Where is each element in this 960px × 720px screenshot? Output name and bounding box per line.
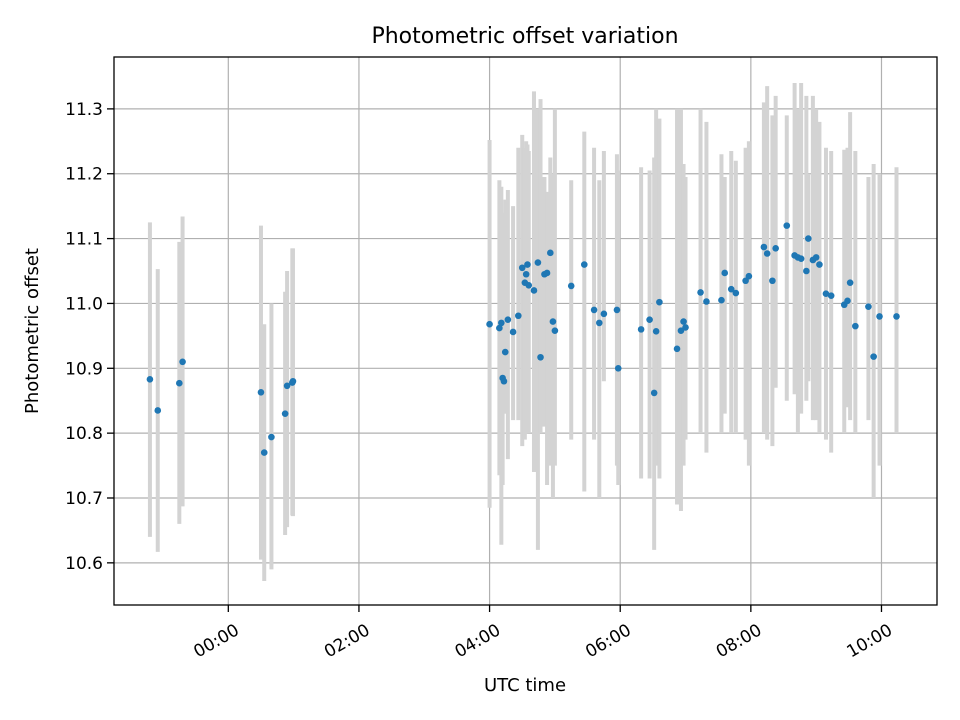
y-tick-label: 10.7 — [65, 489, 103, 509]
data-point — [614, 364, 622, 372]
data-point — [596, 319, 603, 327]
y-tick-label: 11.2 — [65, 165, 103, 185]
data-point — [656, 298, 663, 306]
data-point — [769, 277, 776, 285]
data-point — [525, 281, 533, 289]
data-point — [580, 261, 588, 268]
data-point — [697, 289, 704, 296]
data-point — [718, 296, 725, 304]
data-point — [501, 348, 509, 356]
data-point — [865, 303, 872, 310]
data-point — [543, 269, 551, 277]
data-point — [732, 289, 740, 297]
data-point — [650, 389, 658, 397]
data-point — [281, 410, 289, 417]
data-point — [549, 318, 557, 325]
point-layer — [146, 222, 900, 456]
data-point — [646, 316, 653, 323]
data-point — [257, 388, 265, 396]
data-point — [268, 433, 275, 441]
data-point — [154, 407, 162, 414]
x-tick-label: 10:00 — [844, 620, 896, 662]
data-point — [534, 259, 542, 266]
data-point — [816, 261, 823, 268]
data-point — [721, 269, 729, 277]
data-point — [504, 316, 512, 323]
data-point — [652, 328, 660, 335]
data-point — [870, 353, 877, 360]
y-tick-label: 11.3 — [65, 100, 103, 120]
y-tick-label: 11.0 — [65, 294, 103, 314]
data-point — [551, 327, 559, 334]
data-point — [772, 245, 779, 252]
data-point — [876, 313, 883, 320]
data-point — [283, 382, 291, 390]
data-point — [498, 319, 505, 327]
data-point — [783, 222, 791, 229]
x-tick-label: 04:00 — [452, 620, 504, 662]
chart-title: Photometric offset variation — [371, 24, 678, 49]
data-point — [827, 292, 835, 299]
data-point — [590, 306, 598, 314]
data-point — [852, 322, 859, 330]
data-point — [289, 377, 297, 385]
data-point — [812, 254, 820, 261]
errorbar-layer — [147, 82, 899, 582]
y-tick-label: 10.8 — [65, 424, 103, 444]
data-point — [703, 298, 710, 305]
data-point — [600, 310, 608, 318]
data-point — [797, 255, 805, 262]
data-point — [763, 250, 771, 257]
data-point — [673, 345, 681, 353]
data-point — [176, 379, 183, 387]
data-point — [803, 267, 810, 275]
plot-frame — [113, 56, 938, 606]
data-point — [500, 377, 508, 385]
x-tick-label: 08:00 — [713, 620, 765, 662]
data-point — [486, 320, 493, 328]
y-tick-label: 10.6 — [65, 554, 103, 574]
data-point — [677, 327, 685, 334]
data-point — [893, 313, 900, 320]
data-point — [524, 261, 531, 268]
data-point — [613, 306, 621, 314]
data-point — [727, 285, 735, 293]
data-point — [518, 264, 526, 272]
data-point — [260, 449, 268, 456]
data-point — [146, 376, 154, 383]
data-point — [496, 324, 503, 332]
data-point — [822, 290, 830, 298]
data-point — [846, 279, 854, 286]
x-tick-label: 00:00 — [190, 620, 242, 662]
data-point — [530, 287, 538, 294]
data-point — [742, 277, 749, 285]
y-tick-label: 10.9 — [65, 359, 103, 379]
data-point — [745, 272, 753, 280]
x-tick-label: 06:00 — [582, 620, 634, 662]
data-point — [522, 270, 530, 278]
data-point — [537, 353, 544, 361]
data-point — [515, 312, 522, 320]
y-tick-label: 11.1 — [65, 230, 103, 250]
data-point — [680, 318, 687, 325]
data-point — [547, 249, 554, 257]
data-point — [509, 328, 517, 336]
x-tick-label: 02:00 — [321, 620, 373, 662]
data-point — [567, 282, 575, 290]
data-point — [760, 243, 768, 251]
data-point — [637, 326, 645, 333]
y-axis-label: Photometric offset — [22, 248, 43, 414]
data-point — [844, 297, 851, 305]
data-point — [682, 324, 689, 331]
data-point — [805, 235, 812, 242]
x-axis-label: UTC time — [484, 675, 566, 696]
data-point — [179, 358, 186, 366]
